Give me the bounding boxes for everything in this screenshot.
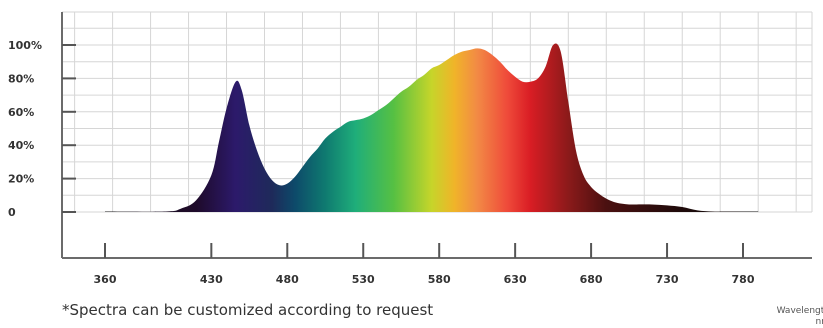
y-tick-label: 80% bbox=[8, 72, 34, 85]
x-tick-label: 430 bbox=[200, 273, 223, 286]
x-tick-label: 730 bbox=[656, 273, 679, 286]
x-axis-label-nm: nm bbox=[815, 317, 823, 327]
x-tick-label: 680 bbox=[580, 273, 603, 286]
x-axis-label-wavelength: Wavelength bbox=[776, 306, 823, 316]
footnote: *Spectra can be customized according to … bbox=[62, 301, 434, 319]
y-tick-label: 40% bbox=[8, 139, 34, 152]
y-tick-labels: 0 20% 40% 60% 80% 100% bbox=[8, 39, 76, 219]
x-tick-label: 580 bbox=[428, 273, 451, 286]
x-tick-label: 780 bbox=[732, 273, 755, 286]
spectrum-area bbox=[105, 43, 759, 212]
y-tick-label: 0 bbox=[8, 206, 16, 219]
y-tick-label: 60% bbox=[8, 106, 34, 119]
x-tick-label: 630 bbox=[504, 273, 527, 286]
y-tick-label: 20% bbox=[8, 173, 34, 186]
x-tick-label: 480 bbox=[276, 273, 299, 286]
x-tick-label: 360 bbox=[94, 273, 117, 286]
x-tick-label: 530 bbox=[352, 273, 375, 286]
chart-axes bbox=[61, 12, 812, 259]
y-tick-label: 100% bbox=[8, 39, 42, 52]
x-tick-labels: 360 430 480 530 580 630 680 730 780 bbox=[94, 243, 755, 286]
x-axis-unit-label: Wavelength nm bbox=[770, 306, 823, 328]
